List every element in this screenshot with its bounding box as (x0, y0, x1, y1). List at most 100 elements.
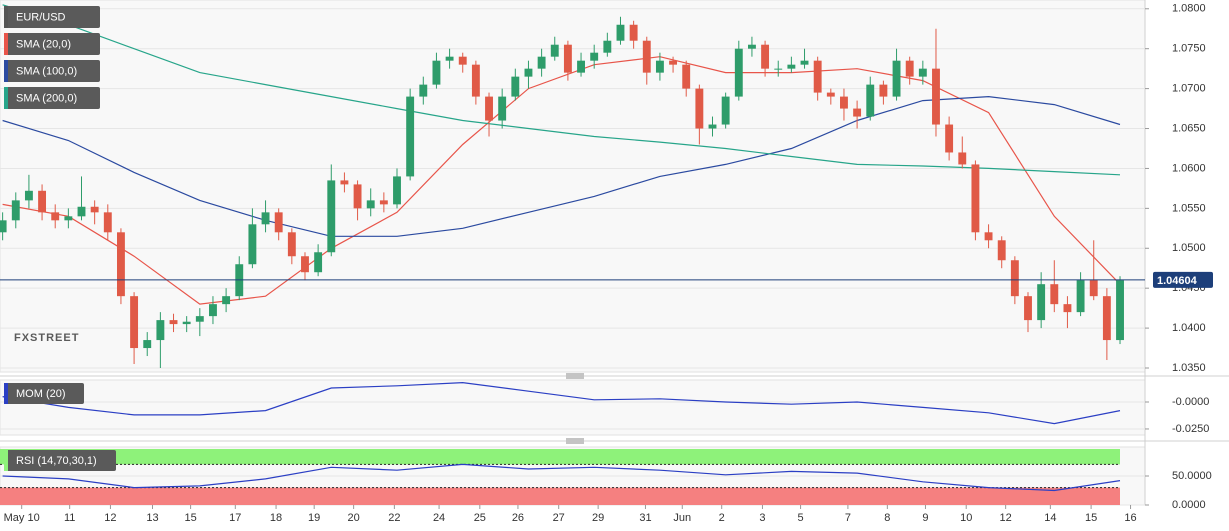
candle-body (1089, 280, 1098, 297)
x-tick-label: 29 (592, 512, 604, 524)
y-tick-label: -0.0250 (1172, 423, 1209, 435)
y-tick-label: 1.0650 (1172, 122, 1206, 134)
candle-body (642, 40, 651, 73)
y-tick-label: 1.0350 (1172, 362, 1206, 374)
legend-swatch (4, 6, 8, 28)
legend-label: SMA (20,0) (16, 38, 71, 50)
x-tick-label: 18 (270, 512, 282, 524)
legend-label: RSI (14,70,30,1) (16, 455, 97, 467)
x-tick-label: 13 (146, 512, 158, 524)
candle-body (1076, 280, 1085, 313)
legend-swatch (4, 87, 8, 109)
legend-swatch (4, 450, 8, 471)
candle-body (156, 320, 165, 341)
y-tick-label: 50.0000 (1172, 470, 1212, 482)
candle-body (866, 84, 875, 117)
candle-body (669, 60, 678, 65)
x-tick-label: Jun (673, 512, 691, 524)
candle-body (905, 60, 914, 77)
panel-background (0, 379, 1146, 436)
candle-body (471, 64, 480, 97)
candle-body (64, 216, 73, 221)
x-tick-label: 25 (474, 512, 486, 524)
candle-body (1024, 296, 1032, 321)
oversold-band (0, 487, 1120, 505)
x-tick-label: 2 (719, 512, 725, 524)
candle-body (379, 200, 388, 205)
candle-body (209, 304, 217, 317)
panel: -0.0000 -0.0250 (0, 396, 1209, 435)
candle-body (800, 60, 809, 65)
x-tick-label: 15 (184, 512, 196, 524)
candle-body (353, 184, 362, 209)
candle-body (984, 232, 993, 241)
candle-body (301, 256, 309, 273)
candle-body (169, 320, 178, 325)
candle-body (892, 60, 901, 97)
candle-body (327, 180, 336, 253)
candle-body (103, 212, 112, 233)
y-tick-label: 1.0500 (1172, 242, 1206, 254)
candle-body (1050, 284, 1059, 305)
candle-body (1010, 260, 1019, 297)
candle-body (721, 96, 730, 125)
candle-body (445, 56, 454, 61)
indicator-line (2, 463, 1121, 492)
candle-body (24, 190, 33, 201)
candle-body (682, 64, 691, 89)
candle-body (932, 68, 940, 125)
candle-body (340, 180, 349, 185)
candle-body (734, 48, 743, 97)
candle-body (537, 56, 546, 69)
candle-body (432, 60, 441, 85)
candle-body (1116, 280, 1124, 341)
legend-label: SMA (200,0) (16, 92, 77, 104)
x-tick-label: 31 (639, 512, 651, 524)
x-tick-label: 15 (1085, 512, 1097, 524)
y-tick-label: 1.0400 (1172, 322, 1206, 334)
candle-body (774, 68, 783, 70)
x-tick-label: 11 (64, 512, 75, 524)
panel: 1.0800 1.0750 1.0700 1.0650 1.0600 1.0550 1.05… (0, 3, 1206, 374)
watermark: FXSTREET (14, 332, 79, 344)
candle-body (1037, 284, 1046, 321)
candle-body (248, 224, 257, 265)
candle-body (945, 124, 954, 153)
candle-body (747, 44, 756, 49)
candle-body (1102, 296, 1111, 341)
y-tick-label: 1.0700 (1172, 83, 1206, 95)
candle-body (314, 252, 323, 273)
candle-body (695, 88, 704, 129)
candle-body (498, 96, 507, 121)
candle-body (879, 84, 888, 97)
candle-body (511, 76, 520, 97)
candle-body (655, 60, 664, 73)
last-price-label: 1.04604 (1157, 275, 1198, 287)
candle-body (971, 164, 980, 233)
y-tick-label: -0.0000 (1172, 396, 1209, 408)
candle-body (287, 232, 296, 257)
x-tick-label: 9 (922, 512, 928, 524)
x-tick-label: 10 (960, 512, 972, 524)
candle-body (577, 60, 585, 73)
candle-body (997, 240, 1006, 261)
candle-body (77, 206, 86, 217)
candle-body (222, 296, 231, 305)
legend-swatch (4, 60, 8, 82)
candle-body (524, 68, 533, 77)
x-tick-label: May 10 (4, 512, 40, 524)
legend-box (4, 87, 100, 109)
candle-body (0, 220, 7, 233)
x-tick-label: 26 (512, 512, 524, 524)
candle-body (590, 52, 599, 61)
candle-body (1063, 304, 1072, 313)
candle-body (603, 40, 612, 53)
y-tick-label: 1.0600 (1172, 162, 1206, 174)
candle-body (393, 176, 401, 205)
candle-body (840, 96, 848, 109)
candle-body (90, 206, 99, 213)
candle-body (261, 212, 270, 225)
legend-box (4, 383, 84, 404)
x-tick-label: 16 (1124, 512, 1136, 524)
